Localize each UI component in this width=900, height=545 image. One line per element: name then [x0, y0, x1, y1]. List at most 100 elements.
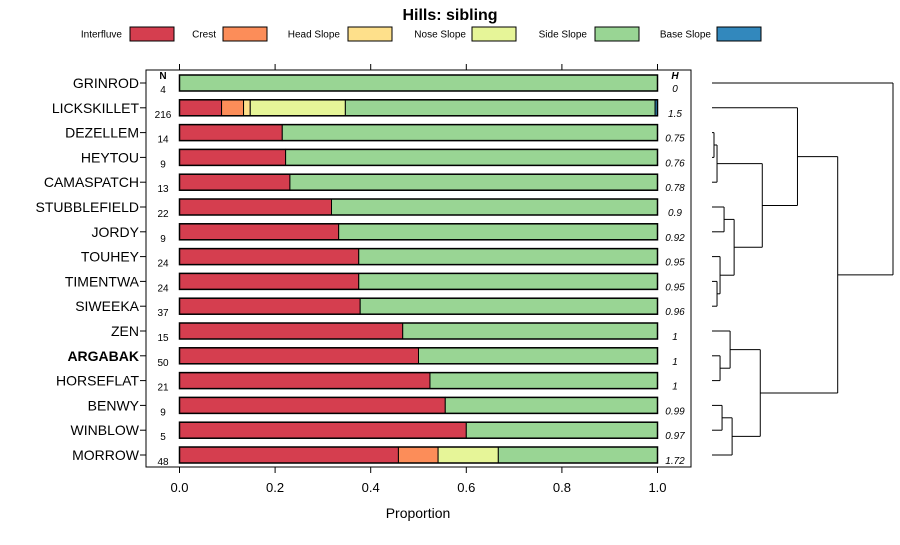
bar-segment — [289, 173, 658, 191]
n-value: 50 — [157, 358, 169, 369]
bar-segment — [179, 396, 446, 414]
plot-frame — [145, 69, 692, 468]
x-tick-label: 0.0 — [170, 480, 188, 495]
bar-outline — [178, 247, 659, 266]
legend-label: Crest — [192, 30, 216, 41]
y-tick-label: DEZELLEM — [65, 125, 139, 141]
bar-outline — [178, 99, 659, 117]
h-value: 1 — [672, 357, 678, 368]
bar-segment — [359, 297, 658, 315]
x-axis-label: Proportion — [386, 505, 451, 521]
legend-swatch — [347, 26, 393, 42]
bar-segment — [179, 347, 419, 365]
n-value: 24 — [157, 283, 169, 294]
y-tick-label: JORDY — [92, 224, 140, 240]
h-value: 0 — [672, 84, 678, 95]
bar-outline — [178, 74, 659, 92]
n-value: 9 — [160, 159, 166, 170]
legend-label: Base Slope — [660, 30, 712, 41]
n-value: 22 — [157, 209, 169, 220]
n-value: 24 — [157, 259, 169, 270]
bar-segment — [179, 99, 223, 117]
n-value: 48 — [157, 457, 169, 468]
bar-segment — [285, 148, 658, 166]
bar-outline — [178, 173, 659, 191]
y-tick-label: STUBBLEFIELD — [36, 199, 139, 215]
x-tick-label: 0.8 — [553, 480, 571, 495]
y-tick-label: LICKSKILLET — [52, 100, 140, 116]
bar-segment — [497, 446, 658, 464]
bar-outline — [178, 421, 659, 439]
bar-segment — [179, 372, 431, 390]
y-tick-label: HEYTOU — [81, 149, 139, 165]
h-value: 0.95 — [665, 282, 685, 293]
x-tick-label: 1.0 — [648, 480, 666, 495]
legend-swatch — [222, 26, 268, 42]
y-tick-label: HORSEFLAT — [56, 373, 139, 389]
legend-swatch — [129, 26, 175, 42]
y-tick-label: ARGABAK — [67, 348, 139, 364]
n-value: 21 — [157, 383, 169, 394]
bar-outline — [178, 446, 659, 464]
h-value: 1 — [672, 382, 678, 393]
legend-swatch — [716, 26, 762, 42]
legend-label: Head Slope — [288, 30, 341, 41]
n-value: 5 — [160, 432, 166, 443]
y-tick-label: SIWEEKA — [75, 298, 139, 314]
h-value: 0.76 — [665, 158, 685, 169]
bar-segment — [243, 99, 251, 117]
h-value: 0.75 — [665, 134, 685, 145]
legend-swatch — [471, 26, 517, 42]
bar-segment — [179, 248, 360, 266]
bar-segment — [179, 322, 404, 340]
bar-outline — [178, 396, 659, 415]
h-value: 0.99 — [665, 406, 685, 417]
bar-outline — [178, 123, 659, 142]
n-header: N — [159, 71, 166, 82]
x-tick-label: 0.6 — [457, 480, 475, 495]
bar-outline — [178, 371, 659, 390]
y-tick-label: CAMASPATCH — [44, 174, 139, 190]
chart-title: Hills: sibling — [402, 7, 497, 24]
x-tick-label: 0.4 — [362, 480, 380, 495]
bar-outline — [178, 223, 659, 241]
dendrogram — [712, 82, 894, 456]
bar-outline — [178, 297, 659, 315]
h-header: H — [671, 71, 679, 82]
bar-segment — [344, 99, 656, 117]
n-value: 9 — [160, 234, 166, 245]
h-value: 1.72 — [665, 456, 685, 467]
n-value: 216 — [155, 110, 172, 121]
n-value: 9 — [160, 407, 166, 418]
h-value: 0.9 — [668, 208, 682, 219]
legend: Interfluve Crest Head Slope Nose Slope Side … — [81, 26, 762, 42]
bar-segment — [179, 272, 360, 290]
h-value: 1.5 — [668, 109, 682, 120]
bar-segment — [179, 198, 333, 216]
bar-segment — [402, 322, 659, 340]
y-tick-label: ZEN — [111, 323, 139, 339]
bar-segment — [249, 99, 346, 117]
bar-segment — [437, 446, 499, 464]
bar-segment — [179, 446, 399, 464]
y-tick-label: GRINROD — [73, 75, 139, 91]
bar-outline — [178, 272, 659, 291]
bar-segment — [179, 421, 467, 439]
bar-segment — [179, 148, 287, 166]
bar-segment — [331, 198, 658, 216]
bar-segment — [338, 223, 658, 241]
n-value: 13 — [157, 184, 169, 195]
n-value: 14 — [157, 135, 169, 146]
bar-segment — [179, 297, 361, 315]
h-value: 0.96 — [665, 307, 685, 318]
y-tick-label: WINBLOW — [71, 422, 140, 438]
bar-segment — [429, 372, 658, 390]
bar-outline — [178, 322, 659, 340]
bar-segment — [179, 223, 340, 241]
bar-segment — [358, 248, 658, 266]
y-tick-label: TIMENTWA — [65, 273, 140, 289]
h-value: 0.92 — [665, 233, 685, 244]
legend-swatch — [594, 26, 640, 42]
legend-label: Side Slope — [539, 30, 588, 41]
